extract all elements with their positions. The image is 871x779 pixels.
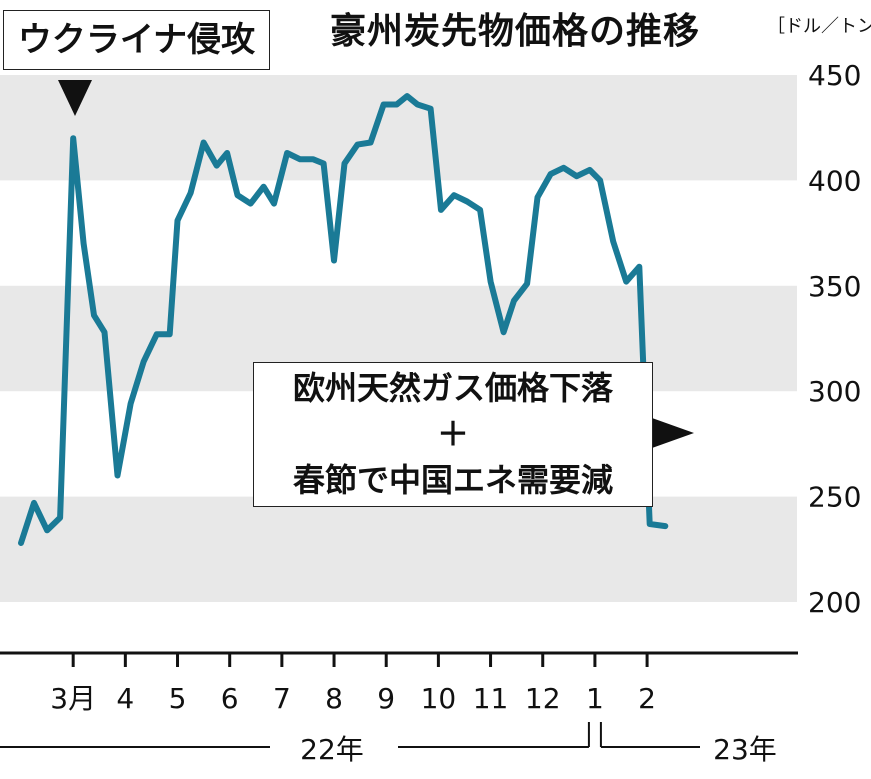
x-tick-label: 3月 bbox=[50, 682, 96, 715]
grid-band bbox=[0, 75, 797, 181]
background-bands bbox=[0, 75, 797, 602]
y-tick-label: 200 bbox=[808, 586, 861, 619]
year-label-23: 23年 bbox=[713, 733, 777, 766]
annotation-ukraine-invasion: ウクライナ侵攻 bbox=[3, 10, 270, 70]
y-tick-label: 300 bbox=[808, 375, 861, 408]
annotation-gas-and-lunar-new-year: 欧州天然ガス価格下落 ＋ 春節で中国エネ需要減 bbox=[253, 362, 653, 507]
y-tick-label: 400 bbox=[808, 164, 861, 197]
x-axis-ticks: 3月 4 5 6 7 8 9 10 11 12 1 2 bbox=[50, 653, 656, 715]
x-tick-label: 1 bbox=[586, 682, 604, 715]
x-tick-label: 8 bbox=[325, 682, 343, 715]
grid-band bbox=[0, 496, 797, 602]
chart-title: 豪州炭先物価格の推移 bbox=[330, 11, 701, 52]
unit-label: ［ドル／トン］ bbox=[767, 16, 871, 37]
annotation-line-2: ＋ bbox=[436, 415, 469, 453]
x-tick-label: 4 bbox=[116, 682, 134, 715]
x-tick-label: 12 bbox=[525, 682, 561, 715]
x-tick-label: 5 bbox=[169, 682, 187, 715]
y-tick-label: 450 bbox=[808, 59, 861, 92]
y-tick-label: 250 bbox=[808, 481, 861, 514]
y-axis-ticks: 200 250 300 350 400 450 bbox=[808, 59, 861, 619]
event-marker-invasion bbox=[58, 80, 92, 116]
event-marker-gas-price bbox=[652, 418, 694, 448]
x-tick-label: 10 bbox=[421, 682, 457, 715]
year-label-22: 22年 bbox=[300, 733, 364, 766]
x-tick-label: 2 bbox=[638, 682, 656, 715]
annotation-line-3: 春節で中国エネ需要減 bbox=[292, 461, 613, 499]
annotation-text: ウクライナ侵攻 bbox=[17, 20, 256, 60]
y-tick-label: 350 bbox=[808, 270, 861, 303]
x-tick-label: 11 bbox=[473, 682, 509, 715]
x-tick-label: 9 bbox=[377, 682, 395, 715]
annotation-line-1: 欧州天然ガス価格下落 bbox=[292, 369, 613, 407]
x-tick-label: 6 bbox=[221, 682, 239, 715]
year-labels: 22年 23年 bbox=[0, 722, 777, 766]
x-tick-label: 7 bbox=[273, 682, 291, 715]
price-series-line bbox=[18, 93, 669, 546]
